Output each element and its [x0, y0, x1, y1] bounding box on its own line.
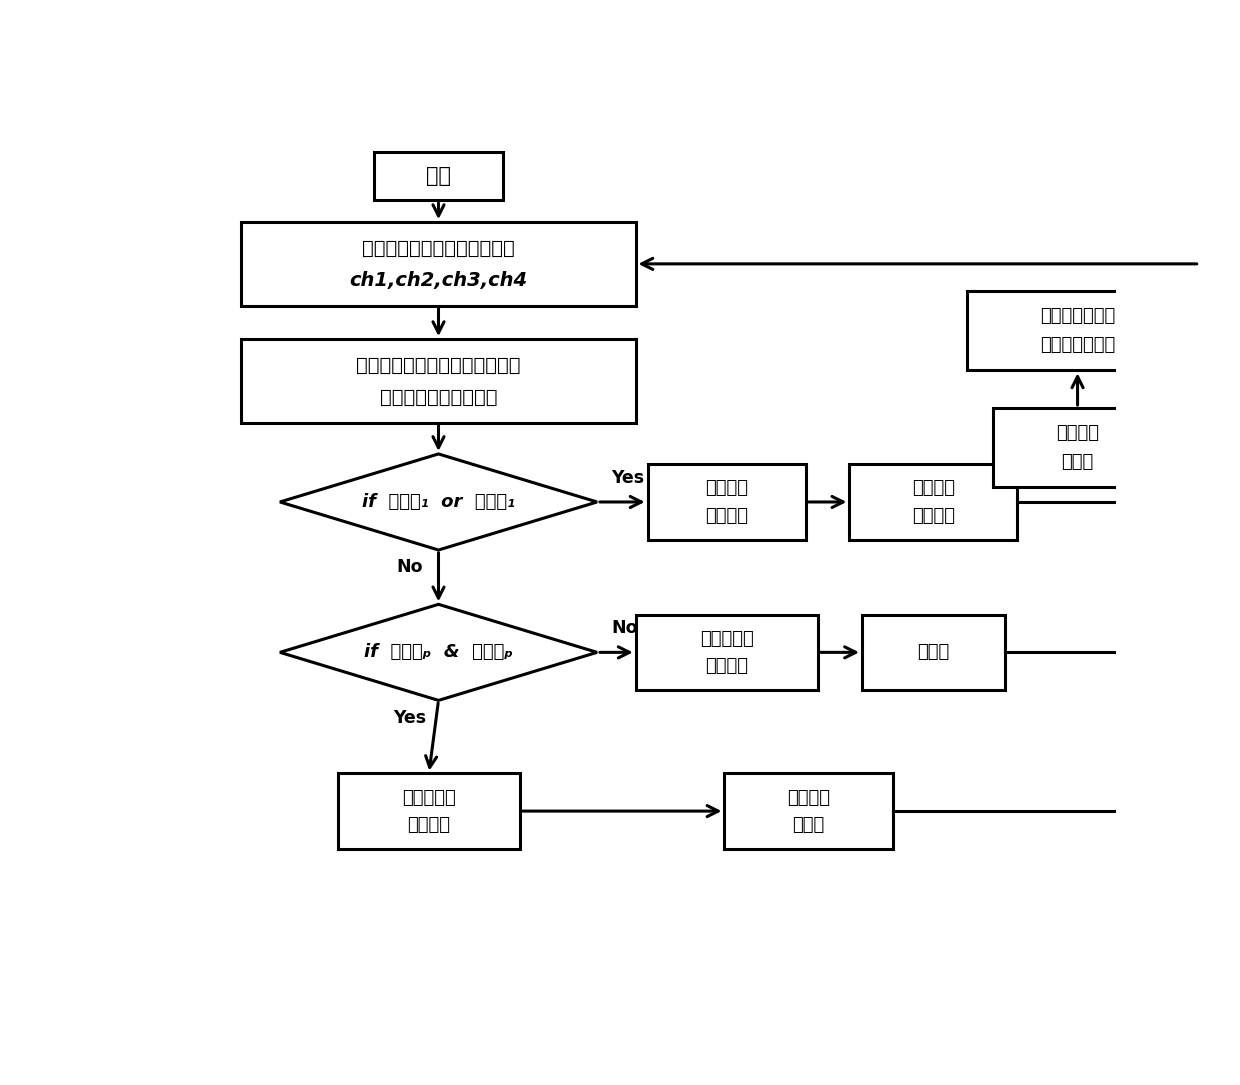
Text: 叶片受载状: 叶片受载状 [402, 789, 456, 806]
Text: No: No [397, 559, 423, 576]
Text: 机组满功: 机组满功 [787, 789, 830, 806]
Polygon shape [280, 604, 596, 701]
FancyBboxPatch shape [636, 615, 818, 690]
Text: 开始: 开始 [427, 166, 451, 187]
FancyBboxPatch shape [724, 774, 893, 848]
Text: 风轮锁紧: 风轮锁紧 [911, 507, 955, 524]
Text: Yes: Yes [611, 469, 645, 487]
Text: 布分析: 布分析 [1061, 452, 1094, 471]
Text: ch1,ch2,ch3,ch4: ch1,ch2,ch3,ch4 [350, 271, 527, 290]
Polygon shape [280, 454, 596, 550]
Text: 限转速: 限转速 [918, 643, 950, 662]
Text: 机组停机: 机组停机 [911, 480, 955, 497]
FancyBboxPatch shape [862, 615, 1004, 690]
Text: if  Ｆ＜Ｆₚ  &  Ｍ＜Ｍₚ: if Ｆ＜Ｆₚ & Ｍ＜Ｍₚ [365, 643, 513, 662]
FancyBboxPatch shape [993, 408, 1162, 487]
Text: 获得叶根连接螺栓预紧力数据: 获得叶根连接螺栓预紧力数据 [362, 240, 515, 258]
FancyBboxPatch shape [242, 222, 635, 306]
FancyBboxPatch shape [337, 774, 520, 848]
Text: 趋势及分: 趋势及分 [1056, 424, 1099, 443]
Text: Yes: Yes [393, 709, 427, 727]
FancyBboxPatch shape [647, 464, 806, 539]
Text: 分析计算出叶片所受轴向载荷Ｆ: 分析计算出叶片所受轴向载荷Ｆ [356, 356, 521, 375]
FancyBboxPatch shape [242, 340, 635, 423]
Text: 态：中等: 态：中等 [706, 656, 748, 675]
FancyBboxPatch shape [849, 464, 1018, 539]
FancyBboxPatch shape [373, 152, 503, 201]
Text: 率运行: 率运行 [792, 816, 825, 833]
Text: 和倾翻力矩Ｍ的实测值: 和倾翻力矩Ｍ的实测值 [379, 388, 497, 407]
Text: if  Ｆ＞Ｆ₁  or  Ｍ＞Ｍ₁: if Ｆ＞Ｆ₁ or Ｍ＞Ｍ₁ [362, 493, 515, 511]
Text: 周期内运行控制: 周期内运行控制 [1040, 307, 1115, 325]
Text: No: No [611, 620, 637, 637]
Text: 叶片受载状: 叶片受载状 [699, 629, 754, 648]
Text: 叶片受载: 叶片受载 [706, 480, 748, 497]
Text: 策略和运维计划: 策略和运维计划 [1040, 336, 1115, 354]
FancyBboxPatch shape [967, 291, 1188, 370]
Text: 状态：差: 状态：差 [706, 507, 748, 524]
Text: 态：良好: 态：良好 [408, 816, 450, 833]
